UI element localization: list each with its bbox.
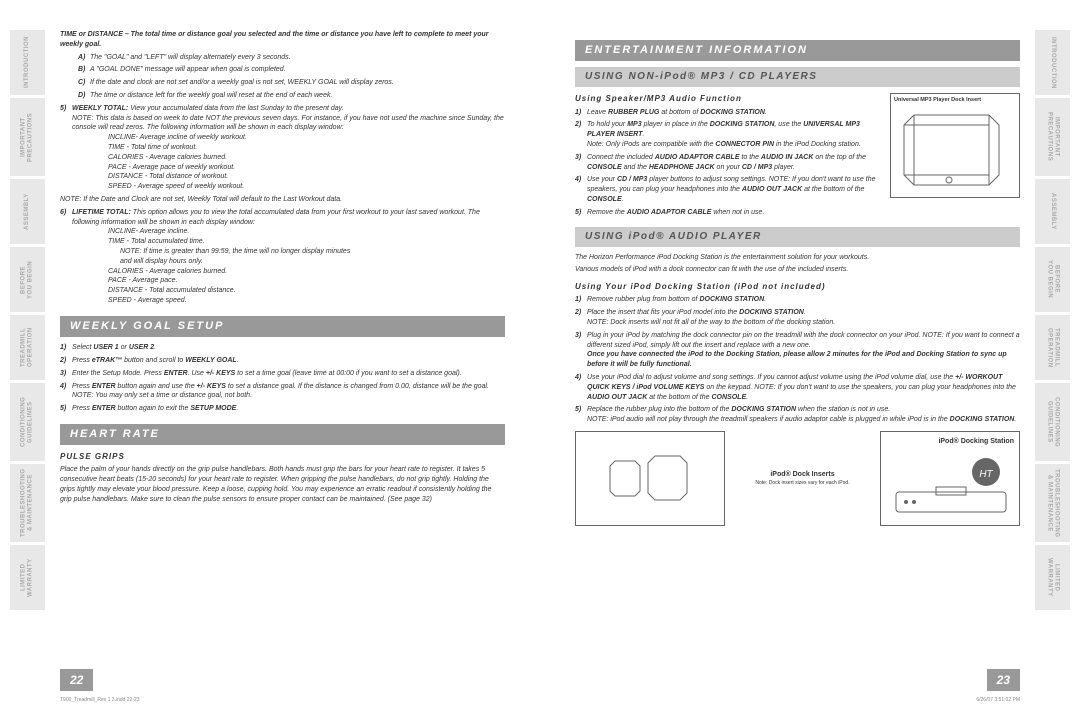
docking-station-illustration: iPod® Docking Station HT xyxy=(880,431,1020,526)
page-22-content: TIME or DISTANCE – The total time or dis… xyxy=(60,30,505,505)
list-item: 4)Press ENTER button again and use the +… xyxy=(72,382,505,402)
sub-item: DISTANCE - Total accumulated distance. xyxy=(108,286,505,296)
sub-item: INCLINE- Average incline. xyxy=(108,227,505,237)
footer-text: T900_Treadmill_Rev 1 3.indd 22-23 xyxy=(60,697,140,703)
list-item: 3)Plug in your iPod by matching the dock… xyxy=(587,331,1020,370)
tab: IMPORTANT PRECAUTIONS xyxy=(1035,98,1070,176)
list-item: 4)Use your CD / MP3 player buttons to ad… xyxy=(587,175,1020,204)
tab: TREADMILL OPERATION xyxy=(1035,315,1070,380)
footer-text: 6/26/07 3:51:02 PM xyxy=(976,697,1020,703)
tab: CONDITIONING GUIDELINES xyxy=(10,383,45,461)
sub-item: CALORIES - Average calories burned. xyxy=(108,153,505,163)
tab: IMPORTANT PRECAUTIONS xyxy=(10,98,45,176)
sub-item: TIME - Total accumulated time. xyxy=(108,237,505,247)
tab: TREADMILL OPERATION xyxy=(10,315,45,380)
list-item: 2)To hold your MP3 player in place in th… xyxy=(587,120,1020,149)
sub-item: DISTANCE - Total distance of workout. xyxy=(108,172,505,182)
sub-item: and will display hours only. xyxy=(108,257,505,267)
pulse-text: Place the palm of your hands directly on… xyxy=(60,465,505,504)
ipod-intro: The Horizon Performance iPod Docking Sta… xyxy=(575,253,1020,263)
sub-item: INCLINE- Average incline of weekly worko… xyxy=(108,133,505,143)
dock-inserts-illustration xyxy=(575,431,725,526)
tab: LIMITED WARRANTY xyxy=(10,545,45,610)
sub-item: NOTE: If time is greater than 99:59, the… xyxy=(108,247,505,257)
station-label: iPod® Docking Station xyxy=(886,437,1014,447)
svg-text:HT: HT xyxy=(979,469,993,480)
left-side-tabs: INTRODUCTION IMPORTANT PRECAUTIONS ASSEM… xyxy=(10,30,45,610)
list-item: 1)Select USER 1 or USER 2. xyxy=(72,343,505,353)
tab: INTRODUCTION xyxy=(1035,30,1070,95)
list-item: 5)WEEKLY TOTAL: View your accumulated da… xyxy=(72,104,505,192)
inserts-icon xyxy=(605,451,695,506)
tab: INTRODUCTION xyxy=(10,30,45,95)
sub-item: PACE - Average pace of weekly workout. xyxy=(108,163,505,173)
list-item: 4)Use your iPod dial to adjust volume an… xyxy=(587,373,1020,402)
ipod-header: USING iPod® AUDIO PLAYER xyxy=(575,227,1020,247)
station-icon: HT xyxy=(886,447,1016,517)
list-item: 5)Replace the rubber plug into the botto… xyxy=(587,405,1020,425)
list-item: 6)LIFETIME TOTAL: This option allows you… xyxy=(72,208,505,306)
list-item: 3)Connect the included AUDIO ADAPTOR CAB… xyxy=(587,153,1020,173)
tab: ASSEMBLY xyxy=(10,179,45,244)
list-item: 1)Leave RUBBER PLUG at bottom of DOCKING… xyxy=(587,108,1020,118)
intro-text: TIME or DISTANCE – The total time or dis… xyxy=(60,30,505,50)
tab: LIMITED WARRANTY xyxy=(1035,545,1070,610)
tab: BEFORE YOU BEGIN xyxy=(1035,247,1070,312)
non-ipod-header: USING NON-iPod® MP3 / CD PLAYERS xyxy=(575,67,1020,87)
pulse-grips-heading: PULSE GRIPS xyxy=(60,451,505,462)
inserts-sublabel: Note: Dock insert sizes vary for each iP… xyxy=(755,480,849,487)
list-item: 5)Press ENTER button again to exit the S… xyxy=(72,404,505,414)
ipod-dock-heading: Using Your iPod Docking Station (iPod no… xyxy=(575,281,1020,292)
page-23: INTRODUCTION IMPORTANT PRECAUTIONS ASSEM… xyxy=(540,0,1080,711)
page-number: 22 xyxy=(60,669,93,691)
sub-item: SPEED - Average speed. xyxy=(108,296,505,306)
inserts-label: iPod® Dock Inserts xyxy=(770,470,834,480)
list-item: 3)Enter the Setup Mode. Press ENTER. Use… xyxy=(72,369,505,379)
page-22: INTRODUCTION IMPORTANT PRECAUTIONS ASSEM… xyxy=(0,0,540,711)
illustration-row: iPod® Dock Inserts Note: Dock insert siz… xyxy=(575,431,1020,526)
heart-rate-header: HEART RATE xyxy=(60,424,505,445)
tab: ASSEMBLY xyxy=(1035,179,1070,244)
ipod-intro: Various models of iPod with a dock conne… xyxy=(575,265,1020,275)
tab: CONDITIONING GUIDELINES xyxy=(1035,383,1070,461)
note-text: NOTE: If the Date and Clock are not set,… xyxy=(60,195,505,205)
list-item: C)If the date and clock are not set and/… xyxy=(90,78,505,88)
list-item: A)The "GOAL" and "LEFT" will display alt… xyxy=(90,53,505,63)
sub-item: PACE - Average pace. xyxy=(108,276,505,286)
list-item: 1)Remove rubber plug from bottom of DOCK… xyxy=(587,295,1020,305)
weekly-goal-header: WEEKLY GOAL SETUP xyxy=(60,316,505,337)
list-item: 2)Place the insert that fits your iPod m… xyxy=(587,308,1020,328)
sub-item: SPEED - Average speed of weekly workout. xyxy=(108,182,505,192)
tab: TROUBLESHOOTING & MAINTENANCE xyxy=(1035,464,1070,542)
right-side-tabs: INTRODUCTION IMPORTANT PRECAUTIONS ASSEM… xyxy=(1035,30,1070,610)
list-item: D)The time or distance left for the week… xyxy=(90,91,505,101)
entertainment-header: ENTERTAINMENT INFORMATION xyxy=(575,40,1020,61)
tab: BEFORE YOU BEGIN xyxy=(10,247,45,312)
page-23-content: ENTERTAINMENT INFORMATION USING NON-iPod… xyxy=(575,40,1020,526)
tab: TROUBLESHOOTING & MAINTENANCE xyxy=(10,464,45,542)
page-number: 23 xyxy=(987,669,1020,691)
sub-item: TIME - Total time of workout. xyxy=(108,143,505,153)
list-item: 5)Remove the AUDIO ADAPTOR CABLE when no… xyxy=(587,208,1020,218)
sub-item: CALORIES - Average calories burned. xyxy=(108,267,505,277)
list-item: 2)Press eTRAK™ button and scroll to WEEK… xyxy=(72,356,505,366)
list-item: B)A "GOAL DONE" message will appear when… xyxy=(90,65,505,75)
